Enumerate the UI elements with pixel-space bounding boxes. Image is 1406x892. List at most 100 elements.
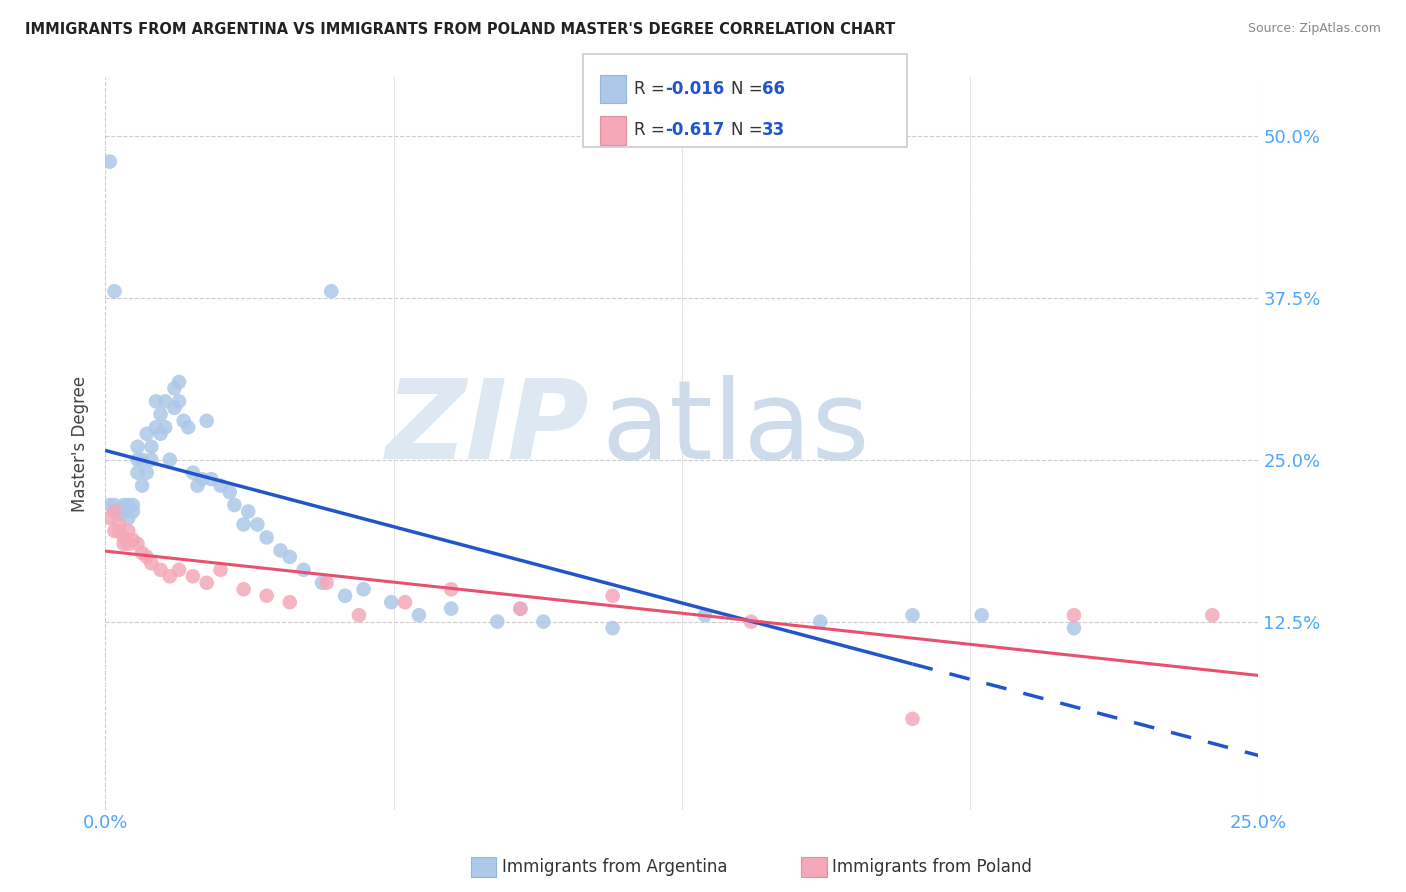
Point <box>108 502 131 516</box>
Point <box>131 452 153 467</box>
Point <box>808 615 831 629</box>
Point <box>256 589 278 603</box>
Point <box>311 575 333 590</box>
Point <box>98 498 121 512</box>
Point <box>103 504 125 518</box>
Point <box>602 621 624 635</box>
Point <box>122 533 145 547</box>
Point <box>149 426 172 441</box>
Point <box>693 608 716 623</box>
Point <box>408 608 430 623</box>
Point <box>145 420 167 434</box>
Text: atlas: atlas <box>602 376 869 483</box>
Point <box>353 582 375 597</box>
Point <box>195 414 218 428</box>
Point <box>149 408 172 422</box>
Text: Immigrants from Poland: Immigrants from Poland <box>832 858 1032 876</box>
Point <box>970 608 993 623</box>
Point <box>159 569 181 583</box>
Point <box>127 452 149 467</box>
Point <box>167 563 190 577</box>
Point <box>141 440 163 454</box>
Point <box>394 595 416 609</box>
Point <box>117 537 139 551</box>
Point <box>98 511 121 525</box>
Point <box>509 601 531 615</box>
Text: IMMIGRANTS FROM ARGENTINA VS IMMIGRANTS FROM POLAND MASTER'S DEGREE CORRELATION : IMMIGRANTS FROM ARGENTINA VS IMMIGRANTS … <box>25 22 896 37</box>
Point <box>159 452 181 467</box>
Point <box>246 517 269 532</box>
Point <box>127 440 149 454</box>
Point <box>191 472 214 486</box>
Point <box>209 478 232 492</box>
Point <box>141 452 163 467</box>
Point <box>278 595 301 609</box>
Point <box>321 285 343 299</box>
Point <box>112 504 135 518</box>
Point <box>108 524 131 538</box>
Point <box>333 589 356 603</box>
Point <box>1063 608 1085 623</box>
Point <box>533 615 555 629</box>
Text: R =: R = <box>634 80 671 98</box>
Point <box>163 401 186 415</box>
Point <box>167 394 190 409</box>
Point <box>163 381 186 395</box>
Point <box>98 154 121 169</box>
Point <box>270 543 292 558</box>
Point <box>224 498 246 512</box>
Point <box>103 285 125 299</box>
Y-axis label: Master's Degree: Master's Degree <box>72 376 89 511</box>
Point <box>347 608 370 623</box>
Text: N =: N = <box>731 121 768 139</box>
Point <box>195 575 218 590</box>
Point <box>117 498 139 512</box>
Point <box>238 504 260 518</box>
Text: 33: 33 <box>762 121 786 139</box>
Text: Source: ZipAtlas.com: Source: ZipAtlas.com <box>1247 22 1381 36</box>
Text: ZIP: ZIP <box>387 376 589 483</box>
Point <box>1063 621 1085 635</box>
Point <box>181 569 204 583</box>
Point <box>173 414 195 428</box>
Point <box>440 582 463 597</box>
Point <box>232 582 254 597</box>
Point <box>292 563 315 577</box>
Point <box>103 498 125 512</box>
Point <box>122 504 145 518</box>
Point <box>149 563 172 577</box>
Text: -0.617: -0.617 <box>665 121 724 139</box>
Point <box>167 375 190 389</box>
Point <box>112 537 135 551</box>
Point <box>135 466 157 480</box>
Point <box>103 504 125 518</box>
Point <box>278 549 301 564</box>
Point <box>135 549 157 564</box>
Point <box>509 601 531 615</box>
Point <box>486 615 509 629</box>
Point <box>103 524 125 538</box>
Point <box>117 524 139 538</box>
Point <box>131 478 153 492</box>
Point <box>315 575 337 590</box>
Point <box>108 517 131 532</box>
Point <box>153 420 176 434</box>
Point <box>901 712 924 726</box>
Point <box>380 595 402 609</box>
Text: N =: N = <box>731 80 768 98</box>
Point <box>177 420 200 434</box>
Text: Immigrants from Argentina: Immigrants from Argentina <box>502 858 727 876</box>
Point <box>135 426 157 441</box>
Point <box>1201 608 1223 623</box>
Point <box>218 485 240 500</box>
Point <box>181 466 204 480</box>
Point <box>186 478 208 492</box>
Text: -0.016: -0.016 <box>665 80 724 98</box>
Point <box>256 531 278 545</box>
Point <box>440 601 463 615</box>
Point <box>602 589 624 603</box>
Point <box>153 394 176 409</box>
Point <box>122 498 145 512</box>
Point <box>740 615 762 629</box>
Text: R =: R = <box>634 121 671 139</box>
